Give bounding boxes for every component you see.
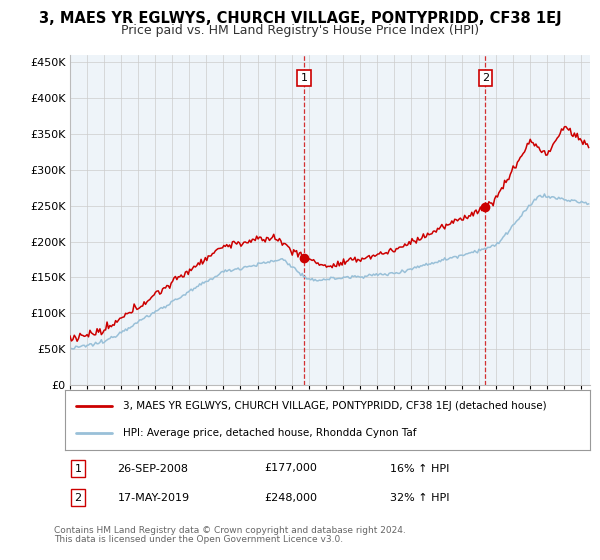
Text: 17-MAY-2019: 17-MAY-2019 bbox=[118, 493, 190, 503]
Text: 3, MAES YR EGLWYS, CHURCH VILLAGE, PONTYPRIDD, CF38 1EJ: 3, MAES YR EGLWYS, CHURCH VILLAGE, PONTY… bbox=[38, 11, 562, 26]
Text: 32% ↑ HPI: 32% ↑ HPI bbox=[391, 493, 450, 503]
Text: 26-SEP-2008: 26-SEP-2008 bbox=[118, 464, 188, 474]
Text: 3, MAES YR EGLWYS, CHURCH VILLAGE, PONTYPRIDD, CF38 1EJ (detached house): 3, MAES YR EGLWYS, CHURCH VILLAGE, PONTY… bbox=[123, 401, 547, 411]
Text: 2: 2 bbox=[482, 73, 489, 83]
Text: 1: 1 bbox=[74, 464, 82, 474]
Text: Contains HM Land Registry data © Crown copyright and database right 2024.: Contains HM Land Registry data © Crown c… bbox=[54, 526, 406, 535]
Text: 1: 1 bbox=[301, 73, 308, 83]
Text: HPI: Average price, detached house, Rhondda Cynon Taf: HPI: Average price, detached house, Rhon… bbox=[123, 428, 416, 438]
Text: This data is licensed under the Open Government Licence v3.0.: This data is licensed under the Open Gov… bbox=[54, 535, 343, 544]
Text: 2: 2 bbox=[74, 493, 82, 503]
Text: Price paid vs. HM Land Registry's House Price Index (HPI): Price paid vs. HM Land Registry's House … bbox=[121, 24, 479, 36]
Text: 16% ↑ HPI: 16% ↑ HPI bbox=[391, 464, 450, 474]
Text: £177,000: £177,000 bbox=[265, 464, 317, 474]
Text: £248,000: £248,000 bbox=[265, 493, 317, 503]
